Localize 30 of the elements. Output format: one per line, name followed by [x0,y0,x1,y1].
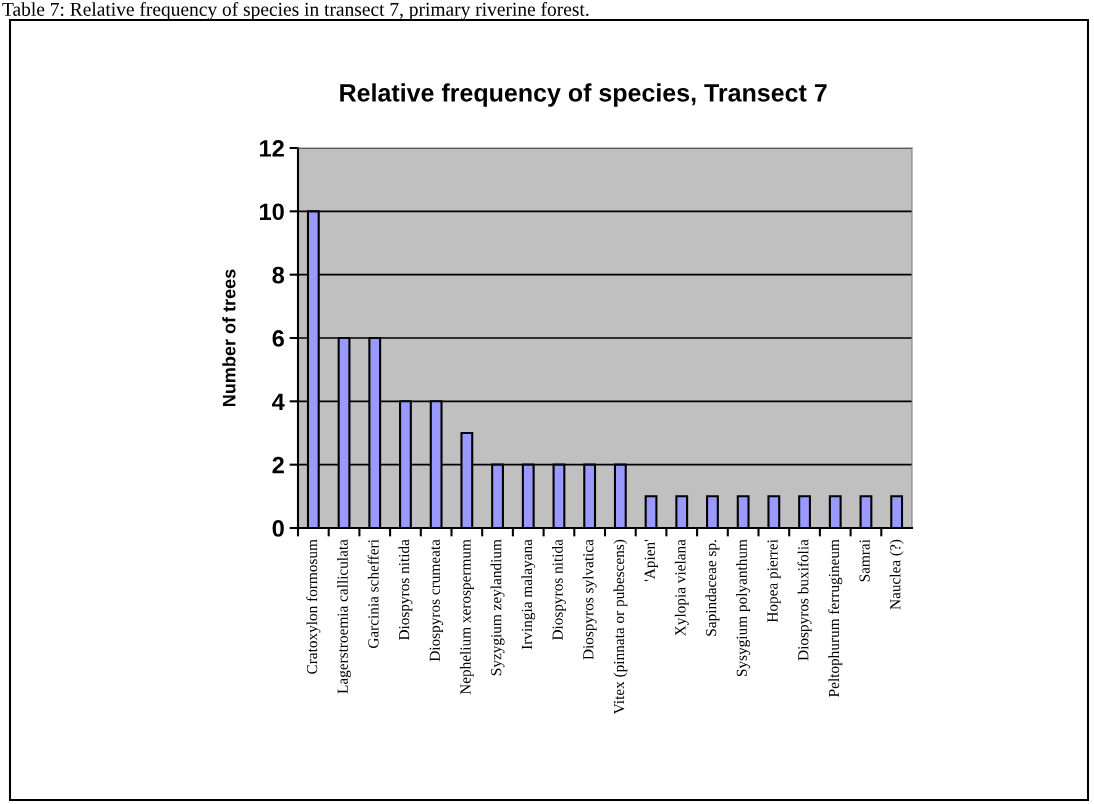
x-tick-label: Samrai [859,539,870,582]
y-tick-label: 2 [272,456,284,474]
y-tick-label: 0 [272,520,284,537]
x-tick-label: Vitex (pinnata or pubescens) [613,539,628,715]
y-tick-label: 4 [272,393,285,410]
x-tick-label: Cratoxylon formosum [306,539,321,674]
x-tick-label: Hopea pierrei [767,539,781,623]
x-tick-label: Diospyros nitida [398,539,413,641]
x-tick-label: Sapindaceae sp. [705,540,720,636]
x-tick-label: 'Apien' [644,539,658,582]
x-tick-label: Garcinia schefferi [367,539,379,649]
caption: Table 7: Relative frequency of species in transect 7, primary riverine forest. [2,2,589,20]
x-tick-label: Lagerstroemia calliculata [337,539,351,694]
y-tick-label: 12 [260,140,284,157]
x-tick-label: Diospyros crumeata [429,539,444,662]
x-tick-label: Syzygium zeylandium [490,539,505,676]
x-tick-label: Nephelium xerospermum [459,539,474,695]
x-tick-label: Sysygium polyanthum [736,539,751,677]
y-axis-title: Number of trees [222,269,236,407]
x-tick-label: Diospyros buxifolia [797,539,812,661]
y-tick-label: 8 [272,266,285,284]
chart-title: Relative frequency of species, Transect 7 [340,83,827,107]
x-tick-label: Diospyros nitida [552,539,566,641]
x-tick-label: Nauclea (?) [889,539,904,610]
x-tick-label: Diospyros sylvatica [582,539,597,660]
x-tick-label: Peltophurum ferrugineum [828,539,843,697]
y-tick-label: 10 [260,203,284,221]
x-tick-label: Irvingia malayana [521,539,536,650]
y-tick-label: 6 [272,330,284,347]
x-tick-label: Xylopia vielana [674,539,689,636]
